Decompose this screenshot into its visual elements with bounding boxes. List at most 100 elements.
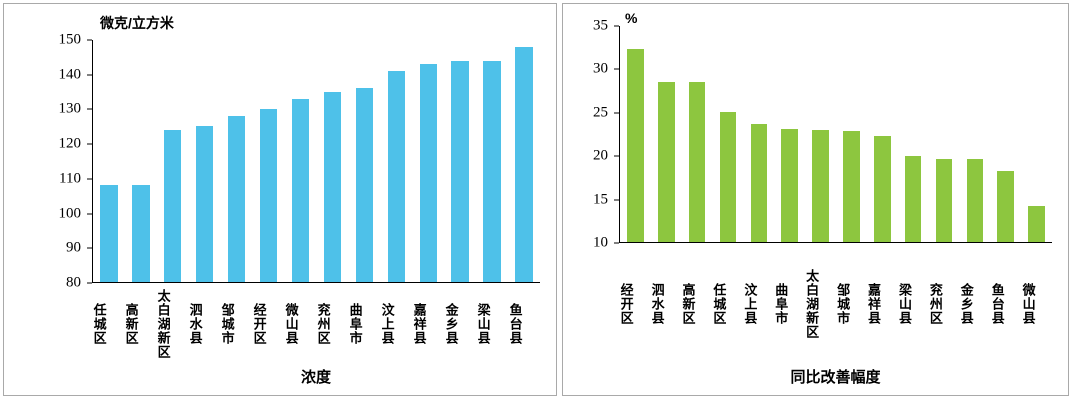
x-axis-title: 同比改善幅度	[790, 369, 881, 386]
category-axis: 任城区 高新区 太白湖新区 泗水县 邹城市 经开区 微山县 兖州区 曲阜市 汶上县 嘉祥县 金乡县 梁山…	[92, 287, 540, 361]
category-label: 兖州区	[315, 303, 331, 345]
category-label: 高新区	[680, 283, 696, 325]
y-tick-mark	[614, 68, 619, 70]
y-axis-unit-label: 微克/立方米	[100, 15, 174, 31]
y-tick-label: 10	[593, 234, 608, 251]
bar	[966, 159, 984, 242]
bar-slot	[867, 26, 898, 242]
category-label: 任城区	[711, 283, 727, 325]
bar	[688, 82, 706, 242]
bar	[196, 126, 214, 282]
y-tick-mark	[87, 213, 92, 215]
category-label: 梁山县	[475, 303, 491, 345]
category-label: 鱼台县	[989, 283, 1005, 325]
category-label: 高新区	[123, 303, 139, 345]
y-tick-label: 140	[58, 66, 82, 83]
category-label: 泗水县	[649, 283, 665, 325]
category-label: 泗水县	[187, 303, 203, 345]
x-axis-title: 浓度	[300, 369, 331, 386]
category-label: 汶上县	[742, 283, 758, 325]
bar-slot	[682, 26, 713, 242]
y-tick-label: 20	[593, 147, 608, 164]
y-tick-mark	[87, 108, 92, 110]
bar-slot	[476, 40, 508, 282]
category-label: 经开区	[251, 303, 267, 345]
y-tick-mark	[87, 39, 92, 41]
y-tick-mark	[614, 25, 619, 27]
category-label: 嘉祥县	[866, 283, 882, 325]
bar	[323, 91, 342, 282]
bar-slot	[743, 26, 774, 242]
category-label: 邹城市	[219, 303, 235, 345]
bar	[355, 88, 373, 282]
y-axis: 80 90 100 110 120 130 140 150	[4, 32, 92, 290]
category-label: 太白湖新区	[155, 289, 171, 359]
bar-slot	[285, 40, 317, 282]
y-tick-label: 15	[593, 191, 608, 208]
category-label: 嘉祥县	[411, 303, 427, 345]
category-label: 兖州区	[927, 283, 943, 325]
bar	[228, 116, 246, 282]
y-tick-mark	[87, 247, 92, 249]
category-axis: 经开区 泗水县 高新区 任城区 汶上县 曲阜市 太白湖新区 邹城市 嘉祥县 梁山县 兖州区 金乡县 鱼台…	[619, 247, 1052, 361]
category-label: 太白湖新区	[804, 269, 820, 339]
bar-slot	[508, 40, 540, 282]
bar	[719, 112, 737, 242]
bar	[904, 155, 922, 242]
bar	[997, 171, 1015, 242]
bar-slot	[620, 26, 651, 242]
bar-slot	[93, 40, 125, 282]
y-tick-mark	[87, 74, 92, 76]
y-tick-label: 25	[593, 104, 608, 121]
y-tick-label: 35	[593, 17, 608, 34]
y-tick-mark	[614, 112, 619, 114]
bar-slot	[990, 26, 1021, 242]
bar-slot	[412, 40, 444, 282]
bars	[620, 26, 1052, 242]
category-label: 金乡县	[443, 303, 459, 345]
category-label: 金乡县	[958, 283, 974, 325]
category-label: 微山县	[283, 303, 299, 345]
bar-slot	[713, 26, 744, 242]
category-label: 曲阜市	[347, 303, 363, 345]
bar-slot	[959, 26, 990, 242]
bar	[259, 109, 278, 282]
category-label: 经开区	[618, 283, 634, 325]
y-tick-label: 100	[58, 205, 82, 222]
category-label: 邹城市	[835, 283, 851, 325]
bar-slot	[221, 40, 253, 282]
bar-slot	[189, 40, 221, 282]
dual-chart-figure: 微克/立方米 80 90 100 110 120 130 140 150 任城区 高新区 太白湖新…	[3, 3, 1073, 396]
bar	[750, 123, 768, 242]
bar	[100, 185, 118, 282]
bar-slot	[253, 40, 285, 282]
category-label: 微山县	[1020, 283, 1036, 325]
y-tick-label: 120	[58, 135, 82, 152]
bar	[164, 129, 182, 282]
y-axis-unit-label: %	[625, 10, 638, 26]
plot-area	[619, 26, 1052, 243]
bar	[291, 98, 310, 282]
bar	[132, 185, 150, 282]
bar	[1028, 205, 1045, 242]
category-label: 任城区	[91, 303, 107, 345]
category-label: 曲阜市	[773, 283, 789, 325]
y-tick-mark	[614, 242, 619, 244]
bar-slot	[380, 40, 412, 282]
bar	[515, 46, 533, 282]
bar	[387, 71, 405, 282]
bar-slot	[444, 40, 476, 282]
improvement-chart-panel: % 10 15 20 25 30 35 经开区 泗水县 高新区 任城区 汶上县 曲阜市 太白湖新区 邹城…	[562, 3, 1069, 396]
y-tick-label: 80	[66, 274, 81, 291]
bar-slot	[805, 26, 836, 242]
bar	[657, 82, 675, 242]
category-label: 汶上县	[379, 303, 395, 345]
plot-area	[92, 40, 540, 283]
bar	[781, 128, 799, 242]
bar-slot	[774, 26, 805, 242]
bar	[483, 60, 501, 282]
bar-slot	[898, 26, 929, 242]
bar-slot	[157, 40, 189, 282]
y-tick-mark	[87, 178, 92, 180]
bar	[451, 60, 469, 282]
